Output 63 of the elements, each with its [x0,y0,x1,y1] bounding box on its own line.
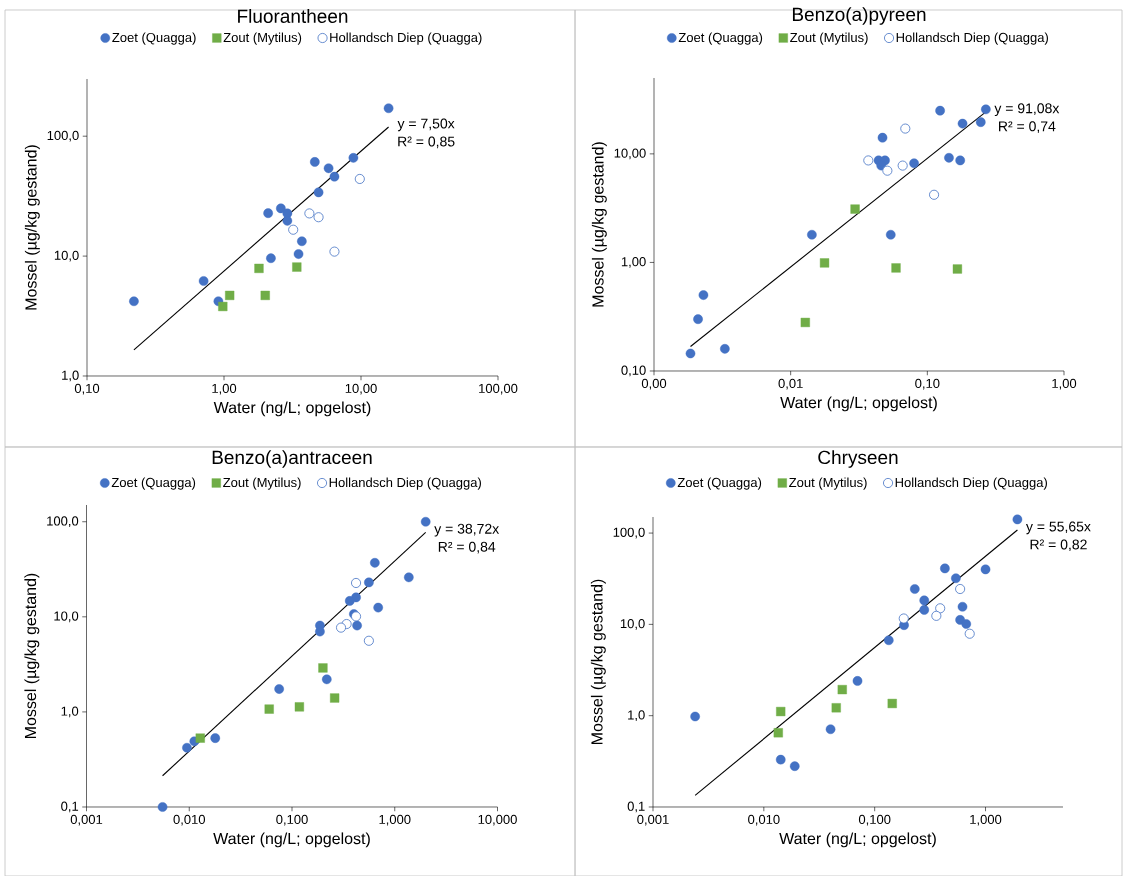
y-tick-label: 1,0 [62,370,79,382]
y-axis-title: Mossel (µg/kg gestand) [24,573,40,738]
x-axis-title: Water (ng/L; opgelost) [213,832,370,848]
legend-label: Hollandsch Diep (Quagga) [329,477,481,490]
y-tick-label: 0,1 [61,801,79,813]
x-tick-label: 0,001 [637,814,669,826]
x-tick-label: 1,000 [970,814,1002,826]
legend-label: Zout (Mytilus) [223,477,301,490]
y-tick-label: 100,0 [47,516,79,527]
x-tick-label: 100,00 [479,383,518,395]
y-tick-label: 0,1 [627,801,645,813]
legend-label: Zoet (Quagga) [678,32,763,45]
x-tick-label: 0,010 [173,814,206,826]
y-tick-label: 10,0 [620,618,645,630]
y-tick-label: 100,0 [613,527,645,539]
legend-label: Hollandsch Diep (Quagga) [330,32,482,45]
x-axis-title: Water (ng/L; opgelost) [780,396,937,412]
legend-label: Hollandsch Diep (Quagga) [896,32,1048,45]
y-tick-label: 10,00 [614,148,646,160]
x-tick-label: 0,100 [858,814,891,826]
legend-label: Zout (Mytilus) [789,477,867,490]
y-tick-label: 1,0 [61,706,79,718]
y-axis-title: Mossel (µg/kg gestand) [591,142,607,307]
annotation: R² = 0,82 [1030,539,1087,551]
annotation: y = 91,08x [994,103,1060,116]
x-tick-label: 0,10 [915,378,940,390]
legend-label: Zoet (Quagga) [112,32,196,45]
x-tick-label: 0,001 [70,814,103,826]
y-tick-label: 0,10 [621,365,646,377]
chart-title: Chryseen [818,449,898,468]
legend-label: Zoet (Quagga) [111,477,196,490]
y-axis-title: Mossel (µg/kg gestand) [24,145,40,310]
annotation: y = 55,65x [1025,521,1091,535]
annotation: y = 38,72x [434,523,500,537]
legend-label: Hollandsch Diep (Quagga) [895,477,1047,490]
annotation: R² = 0,84 [438,541,496,554]
x-tick-label: 10,00 [345,383,377,395]
chart-title: Benzo(a)pyreen [792,6,926,25]
x-tick-label: 0,10 [74,383,100,395]
legend-label: Zoet (Quagga) [677,477,762,490]
x-tick-label: 1,00 [1052,378,1077,390]
x-tick-label: 0,01 [778,378,803,390]
y-tick-label: 10,0 [54,611,79,622]
legend-label: Zout (Mytilus) [790,32,868,45]
y-tick-label: 1,00 [621,256,646,268]
y-tick-label: 1,0 [628,710,645,721]
y-tick-label: 10,0 [54,250,79,262]
chart-title: Fluorantheen [238,8,348,23]
annotation: y = 7,50x [397,118,455,132]
x-tick-label: 10,000 [478,814,517,826]
y-tick-label: 100,0 [47,130,79,142]
x-tick-label: 0,00 [641,378,667,390]
annotation: R² = 0,85 [398,136,455,148]
x-tick-label: 1,00 [212,383,237,395]
x-tick-label: 1,000 [379,814,411,826]
chart-title: Benzo(a)antraceen [212,449,372,468]
x-axis-title: Water (ng/L; opgelost) [213,401,371,417]
x-axis-title: Water (ng/L; opgelost) [779,832,936,848]
annotation: R² = 0,74 [999,121,1056,133]
y-axis-title: Mossel (µg/kg gestand) [590,579,606,744]
legend-label: Zout (Mytilus) [223,32,302,45]
x-tick-label: 0,100 [276,814,308,826]
x-tick-label: 0,010 [748,814,780,826]
